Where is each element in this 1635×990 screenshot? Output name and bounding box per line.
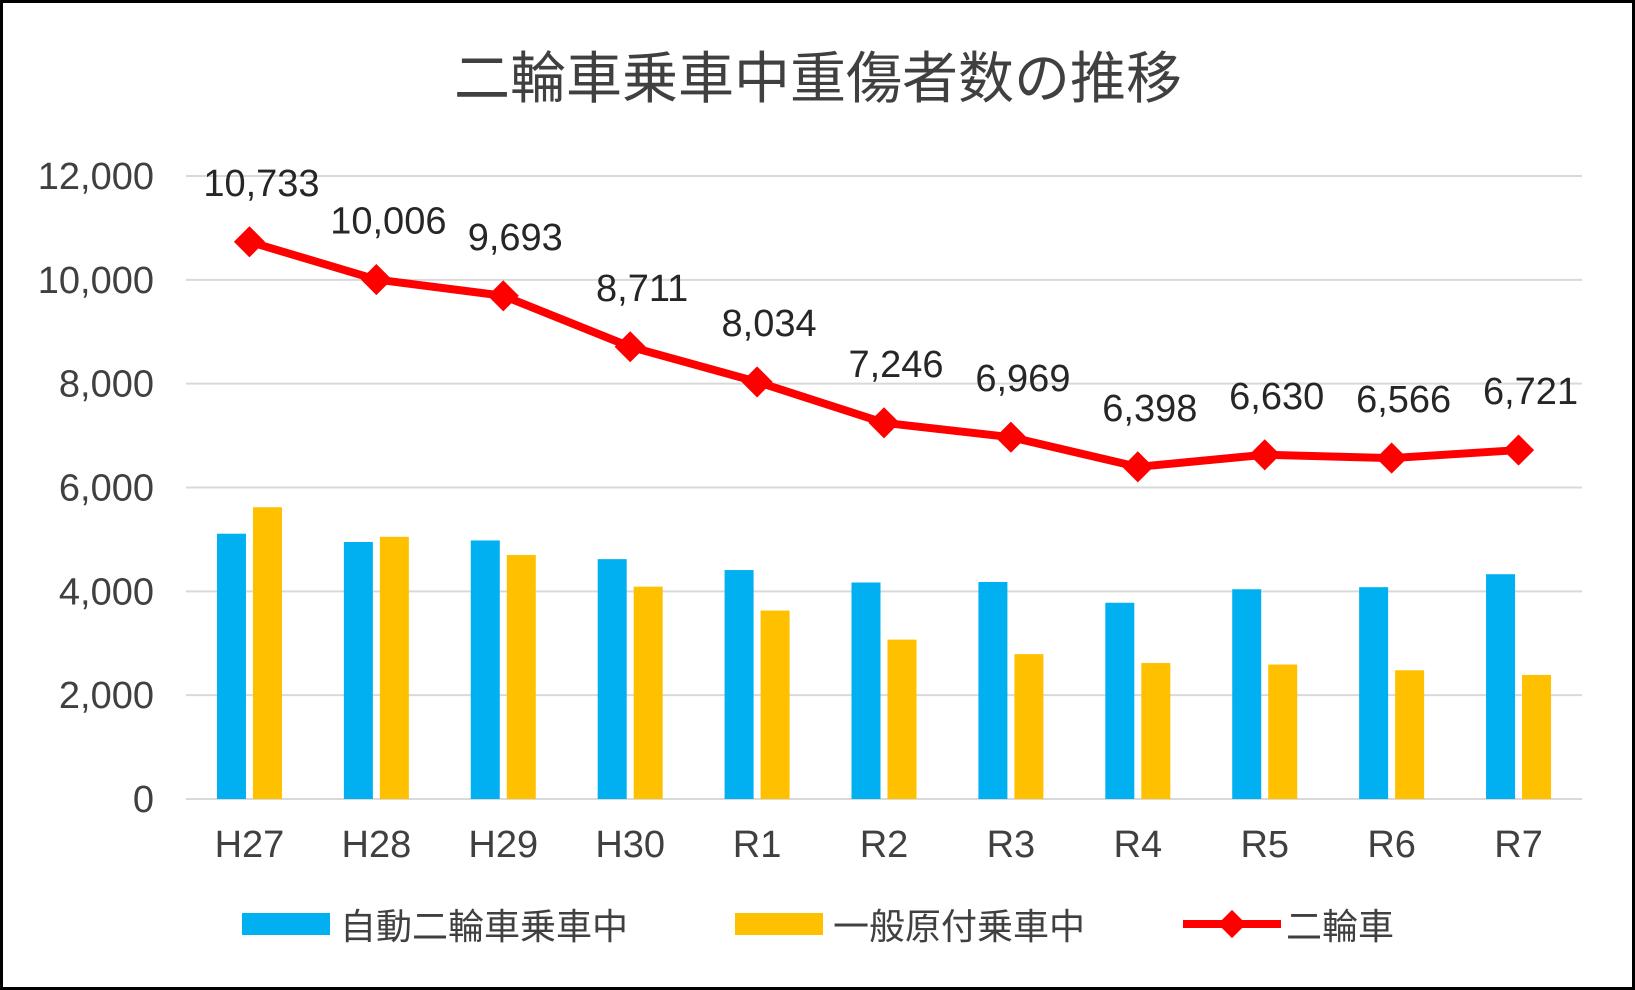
bar-moped: [506, 554, 536, 799]
bar-motorcycle: [343, 542, 373, 799]
bar-motorcycle: [1105, 602, 1135, 799]
bar-motorcycle: [597, 559, 627, 799]
data-label: 6,969: [975, 358, 1070, 400]
line-point: [360, 263, 392, 296]
bar-motorcycle: [470, 540, 500, 799]
bar-moped: [1014, 654, 1044, 799]
data-label: 7,246: [848, 344, 943, 386]
line-point: [1122, 451, 1154, 483]
legend-label-two-wheeler: 二輪車: [1286, 907, 1394, 948]
line-point: [1376, 442, 1408, 474]
y-tick-label: 10,000: [38, 260, 154, 302]
y-tick-label: 4,000: [59, 571, 154, 613]
legend: 自動二輪車乗車中 一般原付乗車中 二輪車: [242, 907, 1394, 948]
line-point: [487, 280, 519, 312]
legend-marker-two-wheeler: [1217, 909, 1247, 939]
x-tick-label: H27: [215, 824, 285, 866]
data-label: 6,566: [1356, 379, 1451, 421]
legend-label-motorcycle: 自動二輪車乗車中: [340, 907, 628, 948]
data-label: 6,721: [1483, 371, 1578, 413]
data-label: 6,398: [1102, 388, 1197, 430]
bar-moped: [379, 536, 409, 799]
bar-moped: [1395, 670, 1425, 799]
line-point: [1249, 439, 1281, 471]
line-point: [995, 421, 1027, 453]
y-tick-label: 2,000: [59, 675, 154, 717]
bar-moped: [1268, 664, 1298, 799]
data-label: 8,034: [722, 303, 817, 345]
x-tick-label: R7: [1494, 824, 1543, 866]
x-tick-label: R3: [987, 824, 1036, 866]
x-tick-label: H28: [342, 824, 412, 866]
y-tick-label: 0: [133, 779, 154, 821]
legend-swatch-moped: [735, 913, 823, 935]
bar-motorcycle: [1359, 587, 1389, 799]
data-label: 6,630: [1229, 376, 1324, 418]
line-point: [741, 366, 773, 398]
x-tick-label: R6: [1367, 824, 1416, 866]
chart-title: 二輪車乗車中重傷者数の推移: [454, 47, 1182, 112]
x-tick-label: R2: [860, 824, 909, 866]
bar-moped: [760, 610, 790, 799]
bar-moped: [1141, 662, 1171, 799]
bar-moped: [1522, 674, 1552, 799]
x-tick-label: R1: [733, 824, 782, 866]
legend-swatch-motorcycle: [242, 913, 330, 935]
legend-label-moped: 一般原付乗車中: [833, 907, 1085, 948]
y-tick-label: 8,000: [59, 364, 154, 406]
line-point: [233, 226, 266, 258]
bar-motorcycle: [1232, 589, 1262, 799]
data-label: 9,693: [468, 217, 563, 259]
x-tick-label: R4: [1114, 824, 1163, 866]
bar-motorcycle: [216, 533, 246, 799]
line-point: [1502, 434, 1535, 466]
data-label: 10,733: [203, 163, 319, 205]
bar-motorcycle: [851, 582, 881, 799]
x-tick-label: H30: [595, 824, 665, 866]
data-label: 10,006: [330, 201, 446, 243]
bar-moped: [887, 639, 917, 799]
y-tick-label: 6,000: [59, 468, 154, 510]
bar-moped: [252, 507, 282, 799]
line-point: [614, 331, 646, 363]
x-tick-label: R5: [1240, 824, 1289, 866]
data-label: 8,711: [596, 268, 688, 310]
y-tick-label: 12,000: [38, 156, 154, 198]
line-point: [868, 407, 900, 439]
x-tick-label: H29: [468, 824, 538, 866]
bar-motorcycle: [1486, 574, 1516, 799]
bar-motorcycle: [724, 570, 754, 799]
bar-moped: [633, 586, 663, 799]
bar-motorcycle: [978, 581, 1008, 799]
